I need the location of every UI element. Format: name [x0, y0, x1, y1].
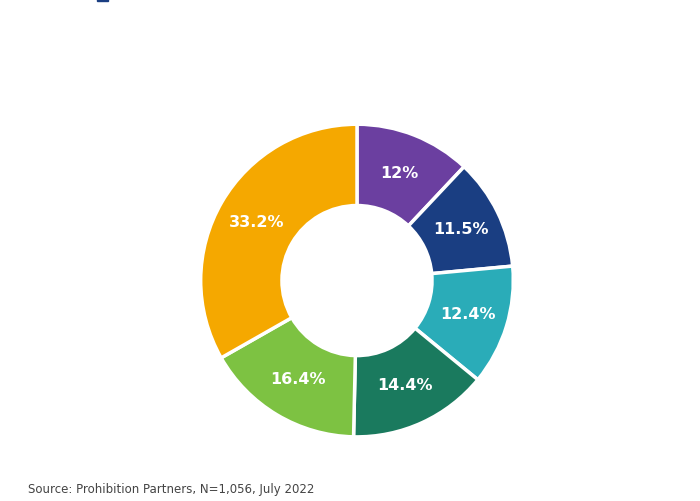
Text: 12%: 12%	[381, 165, 419, 180]
Wedge shape	[408, 167, 512, 274]
Text: 14.4%: 14.4%	[377, 378, 433, 393]
Wedge shape	[357, 124, 464, 226]
Wedge shape	[415, 266, 513, 380]
Legend: Twice or more per week, Once a month, Once a week, Once every couple of weeks, O: Twice or more per week, Once a month, On…	[97, 0, 700, 4]
Text: 16.4%: 16.4%	[270, 372, 326, 387]
Text: 33.2%: 33.2%	[230, 215, 285, 230]
Wedge shape	[221, 318, 356, 437]
Text: Source: Prohibition Partners, N=1,056, July 2022: Source: Prohibition Partners, N=1,056, J…	[28, 483, 314, 496]
Text: 11.5%: 11.5%	[433, 222, 489, 237]
Text: 12.4%: 12.4%	[440, 307, 496, 322]
Wedge shape	[354, 328, 478, 437]
Wedge shape	[201, 124, 357, 358]
